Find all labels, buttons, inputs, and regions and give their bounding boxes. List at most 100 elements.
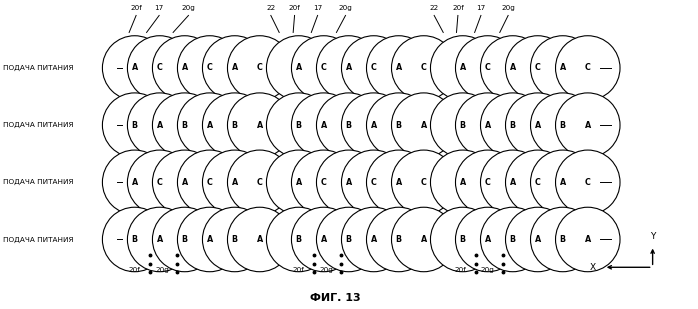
Text: A: A xyxy=(232,63,238,73)
Text: A: A xyxy=(156,121,163,130)
Text: B: B xyxy=(296,235,302,244)
Bar xyxy=(274,169,283,196)
Text: A: A xyxy=(371,235,377,244)
Text: 22: 22 xyxy=(429,5,439,11)
Bar xyxy=(449,55,458,81)
Text: B: B xyxy=(181,121,188,130)
Text: B: B xyxy=(560,235,566,244)
Text: A: A xyxy=(320,121,327,130)
Text: C: C xyxy=(535,178,541,187)
Ellipse shape xyxy=(267,36,331,100)
Text: C: C xyxy=(207,178,213,187)
Text: A: A xyxy=(484,235,491,244)
Text: B: B xyxy=(232,121,238,130)
Text: A: A xyxy=(156,235,163,244)
Ellipse shape xyxy=(316,207,381,272)
Text: C: C xyxy=(421,63,426,73)
Text: A: A xyxy=(257,121,263,130)
Text: C: C xyxy=(485,63,491,73)
Text: A: A xyxy=(346,178,352,187)
Text: 17: 17 xyxy=(154,5,164,11)
Ellipse shape xyxy=(177,150,242,214)
Ellipse shape xyxy=(228,150,292,214)
Ellipse shape xyxy=(480,93,545,157)
Text: B: B xyxy=(460,121,466,130)
Text: A: A xyxy=(181,178,188,187)
Ellipse shape xyxy=(530,36,595,100)
Ellipse shape xyxy=(392,150,456,214)
Ellipse shape xyxy=(530,207,595,272)
Ellipse shape xyxy=(431,36,495,100)
Text: ПОДАЧА ПИТАНИЯ: ПОДАЧА ПИТАНИЯ xyxy=(3,65,74,71)
Text: A: A xyxy=(371,121,377,130)
Ellipse shape xyxy=(505,93,570,157)
Bar xyxy=(286,109,436,142)
Text: 17: 17 xyxy=(476,5,486,11)
Bar xyxy=(438,55,447,81)
Ellipse shape xyxy=(505,150,570,214)
Ellipse shape xyxy=(505,207,570,272)
Text: B: B xyxy=(346,235,352,244)
Ellipse shape xyxy=(505,36,570,100)
Text: ПОДАЧА ПИТАНИЯ: ПОДАЧА ПИТАНИЯ xyxy=(3,122,74,128)
Ellipse shape xyxy=(480,207,545,272)
Text: A: A xyxy=(459,178,466,187)
Bar xyxy=(274,226,283,253)
Ellipse shape xyxy=(267,93,331,157)
Text: C: C xyxy=(207,63,213,73)
Ellipse shape xyxy=(228,93,292,157)
Ellipse shape xyxy=(128,207,192,272)
Text: B: B xyxy=(132,235,138,244)
Ellipse shape xyxy=(202,150,267,214)
Text: 17: 17 xyxy=(313,5,322,11)
Text: A: A xyxy=(560,178,566,187)
Text: B: B xyxy=(396,235,402,244)
Text: C: C xyxy=(585,63,591,73)
Bar xyxy=(449,112,458,138)
Bar xyxy=(122,109,272,142)
Ellipse shape xyxy=(103,93,167,157)
Ellipse shape xyxy=(556,93,620,157)
Bar xyxy=(449,226,458,253)
Text: A: A xyxy=(421,235,427,244)
Ellipse shape xyxy=(152,93,217,157)
Bar xyxy=(285,169,294,196)
Ellipse shape xyxy=(316,36,381,100)
Text: A: A xyxy=(510,63,516,73)
Ellipse shape xyxy=(480,150,545,214)
Bar xyxy=(122,166,272,198)
Text: Y: Y xyxy=(650,232,655,241)
Text: A: A xyxy=(320,235,327,244)
Ellipse shape xyxy=(128,93,192,157)
Bar xyxy=(450,223,600,256)
Text: 20f: 20f xyxy=(452,5,463,11)
Text: C: C xyxy=(485,178,491,187)
Bar xyxy=(438,226,447,253)
Ellipse shape xyxy=(480,36,545,100)
Text: C: C xyxy=(257,178,262,187)
Text: B: B xyxy=(396,121,402,130)
Ellipse shape xyxy=(556,207,620,272)
Ellipse shape xyxy=(128,150,192,214)
Ellipse shape xyxy=(316,150,381,214)
Text: A: A xyxy=(484,121,491,130)
Ellipse shape xyxy=(292,207,356,272)
Text: A: A xyxy=(560,63,566,73)
Ellipse shape xyxy=(556,150,620,214)
Text: A: A xyxy=(207,235,213,244)
Text: B: B xyxy=(560,121,566,130)
Ellipse shape xyxy=(392,93,456,157)
Text: C: C xyxy=(585,178,591,187)
Text: B: B xyxy=(346,121,352,130)
Ellipse shape xyxy=(103,207,167,272)
Ellipse shape xyxy=(202,36,267,100)
Text: A: A xyxy=(346,63,352,73)
Ellipse shape xyxy=(152,150,217,214)
Text: C: C xyxy=(371,178,377,187)
Text: A: A xyxy=(295,63,302,73)
Text: X: X xyxy=(589,263,595,272)
Ellipse shape xyxy=(431,150,495,214)
Ellipse shape xyxy=(292,36,356,100)
Text: C: C xyxy=(371,63,377,73)
Text: 22: 22 xyxy=(266,5,276,11)
